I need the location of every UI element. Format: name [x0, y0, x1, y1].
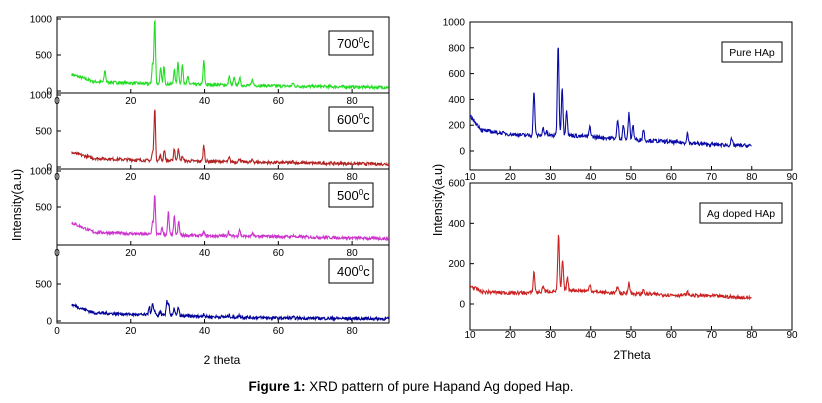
- left-y-axis-title: Intensity(a.u): [10, 169, 24, 241]
- sample-label-box: [699, 202, 783, 224]
- x-tick-label: 40: [199, 248, 211, 259]
- y-tick-label: 1000: [30, 91, 53, 102]
- x-tick-label: 20: [125, 96, 137, 107]
- y-tick-label: 500: [35, 51, 52, 62]
- series-line: [469, 47, 752, 149]
- x-tick-label: 20: [125, 248, 137, 259]
- temperature-label-box: [328, 106, 374, 132]
- x-tick-label: 40: [199, 326, 211, 337]
- x-tick-label: 10: [464, 330, 476, 341]
- y-tick-label: 1000: [443, 18, 466, 29]
- temperature-label-box: [328, 30, 374, 56]
- x-tick-label: 80: [347, 326, 359, 337]
- y-tick-label: 600: [448, 69, 465, 80]
- series-line: [71, 19, 389, 91]
- sample-label-box: [721, 41, 783, 63]
- x-tick-label: 20: [505, 172, 517, 183]
- y-tick-label: 200: [448, 259, 465, 270]
- sample-label: Ag doped HAp: [707, 208, 775, 220]
- y-tick-label: 0: [459, 300, 465, 311]
- y-tick-label: 1000: [30, 167, 53, 178]
- left-panel-3: 0 500 0 20 40 60 80 4000c: [35, 244, 390, 337]
- x-tick-label: 40: [199, 172, 211, 183]
- x-tick-label: 80: [746, 330, 758, 341]
- y-tick-label: 500: [35, 280, 52, 291]
- x-tick-label: 70: [706, 330, 718, 341]
- temperature-label: 7000c: [337, 36, 370, 51]
- temperature-label: 4000c: [337, 264, 370, 279]
- x-tick-label: 60: [273, 96, 285, 107]
- x-tick-label: 20: [125, 172, 137, 183]
- x-tick-label: 20: [505, 330, 517, 341]
- temperature-label: 5000c: [337, 188, 370, 203]
- x-tick-label: 40: [199, 96, 211, 107]
- series-line: [71, 195, 390, 242]
- left-x-axis-title: 2 theta: [204, 353, 241, 367]
- x-tick-label: 80: [746, 172, 758, 183]
- series-line: [71, 109, 390, 167]
- x-tick-label: 70: [706, 172, 718, 183]
- series-line: [469, 234, 752, 301]
- y-tick-label: 0: [46, 87, 52, 98]
- panel-frame: [56, 244, 390, 324]
- y-tick-label: 400: [448, 219, 465, 230]
- x-tick-label: 0: [54, 326, 60, 337]
- x-tick-label: 60: [666, 330, 678, 341]
- x-tick-label: 60: [273, 172, 285, 183]
- temperature-label: 6000c: [337, 112, 370, 127]
- x-tick-label: 50: [625, 172, 637, 183]
- x-tick-label: 80: [347, 248, 359, 259]
- x-tick-label: 80: [347, 96, 359, 107]
- x-tick-label: 60: [666, 172, 678, 183]
- x-tick-label: 40: [585, 330, 597, 341]
- y-tick-label: 0: [46, 317, 52, 328]
- x-tick-label: 50: [625, 330, 637, 341]
- x-tick-label: 60: [273, 248, 285, 259]
- figure-caption: Figure 1: XRD pattern of pure Hapand Ag …: [0, 379, 822, 394]
- x-tick-label: 60: [273, 326, 285, 337]
- y-tick-label: 500: [35, 127, 52, 138]
- y-tick-label: 1000: [30, 15, 53, 26]
- x-tick-label: 30: [545, 172, 557, 183]
- temperature-label-box: [328, 258, 374, 284]
- series-line: [71, 300, 390, 322]
- y-tick-label: 0: [459, 147, 465, 158]
- y-tick-label: 0: [46, 163, 52, 174]
- y-tick-label: 600: [448, 179, 465, 190]
- x-tick-label: 20: [125, 326, 137, 337]
- x-tick-label: 80: [347, 172, 359, 183]
- y-tick-label: 200: [448, 121, 465, 132]
- x-tick-label: 40: [585, 172, 597, 183]
- temperature-label-box: [328, 182, 374, 208]
- y-tick-label: 500: [35, 203, 52, 214]
- x-tick-label: 90: [786, 330, 798, 341]
- right-panel-1: 0 200 400 600 10 20 30 40 50 60 70 80 90 Ag doped HAp: [448, 179, 798, 342]
- caption-text: XRD pattern of pure Hapand Ag doped Hap.: [309, 379, 574, 394]
- right-x-axis-title: 2Theta: [613, 348, 651, 362]
- right-panel-0: 0 200 400 600 800 1000 10 20 30 40 50 60 70 80 90 Pure …: [443, 18, 798, 184]
- x-tick-label: 90: [786, 172, 798, 183]
- sample-label: Pure HAp: [729, 47, 775, 59]
- x-tick-label: 30: [545, 330, 557, 341]
- y-tick-label: 800: [448, 43, 465, 54]
- y-tick-label: 400: [448, 95, 465, 106]
- x-tick-label: 10: [464, 172, 476, 183]
- right-y-axis-title: Intensity(a.u): [431, 164, 445, 236]
- caption-label: Figure 1:: [248, 379, 306, 394]
